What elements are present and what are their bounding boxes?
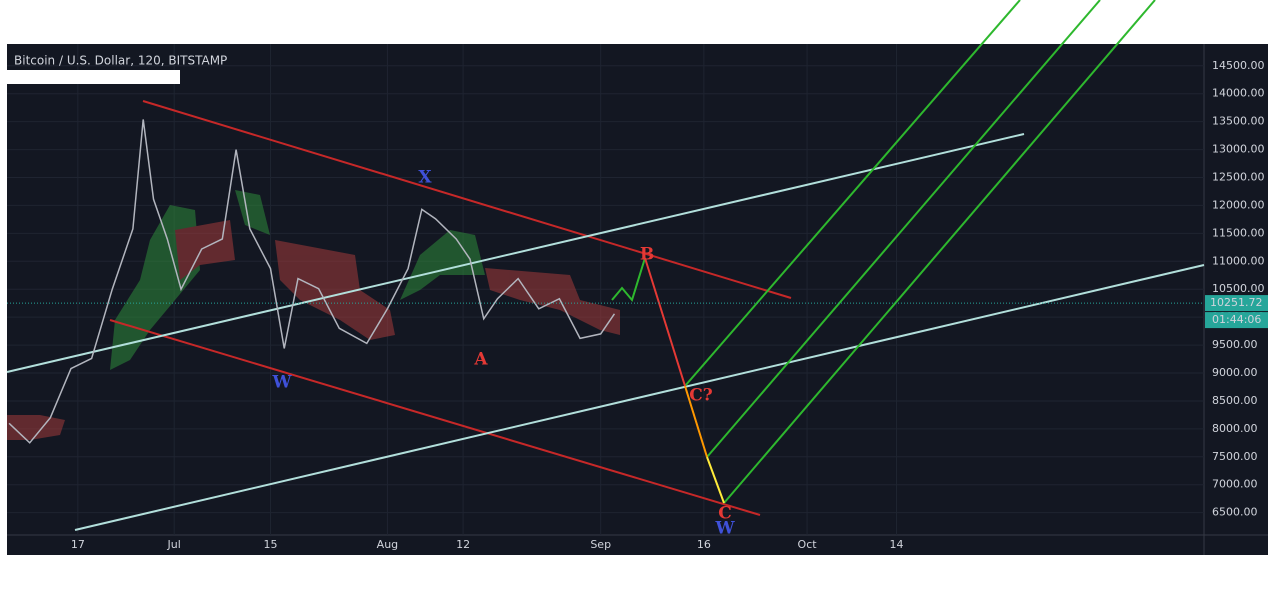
last-price-label: 10251.72 (1210, 296, 1263, 309)
wave-label: W (271, 373, 292, 393)
wave-label: C? (689, 386, 713, 406)
projection-line (706, 456, 725, 504)
trend-line (109, 319, 761, 516)
y-tick-label: 9000.00 (1212, 366, 1258, 379)
x-tick-label: 14 (889, 538, 903, 551)
wave-label: X (418, 168, 432, 188)
legend-box (7, 70, 180, 84)
y-tick-label: 11000.00 (1212, 254, 1265, 267)
y-tick-label: 10500.00 (1212, 282, 1265, 295)
projection-line (644, 257, 686, 387)
y-tick-label: 8500.00 (1212, 394, 1258, 407)
y-tick-label: 7500.00 (1212, 450, 1258, 463)
y-tick-label: 7000.00 (1212, 478, 1258, 491)
channel-line (684, 0, 1021, 387)
trend-line (6, 133, 1025, 373)
projection-line (611, 257, 646, 303)
y-tick-label: 13000.00 (1212, 143, 1265, 156)
y-tick-label: 12500.00 (1212, 171, 1265, 184)
countdown-badge (1205, 312, 1268, 329)
x-tick-label: Sep (590, 538, 611, 551)
y-tick-label: 12000.00 (1212, 198, 1265, 211)
wave-label: C (718, 504, 732, 524)
x-tick-label: 15 (263, 538, 277, 551)
x-tick-label: 16 (697, 538, 711, 551)
channel-line (706, 0, 1101, 458)
ichimoku-cloud (7, 190, 620, 440)
trend-line (142, 100, 792, 299)
y-tick-label: 8000.00 (1212, 422, 1258, 435)
y-tick-label: 6500.00 (1212, 506, 1258, 519)
projection-line (684, 385, 708, 458)
trend-line (74, 264, 1205, 531)
price-line (8, 119, 616, 444)
x-tick-label: Jul (167, 538, 181, 551)
channel-line (723, 0, 1156, 504)
y-tick-label: 9500.00 (1212, 338, 1258, 351)
chart-title: Bitcoin / U.S. Dollar, 120, BITSTAMP (14, 54, 227, 68)
last-price-badge (1205, 295, 1268, 312)
countdown-label: 01:44:06 (1212, 313, 1261, 326)
y-tick-label: 11500.00 (1212, 226, 1265, 239)
plot (7, 119, 1204, 444)
y-tick-label: 14000.00 (1212, 87, 1265, 100)
wave-label: W (714, 519, 735, 539)
wave-label: A (473, 350, 488, 370)
x-tick-label: 17 (71, 538, 85, 551)
y-tick-label: 13500.00 (1212, 115, 1265, 128)
x-tick-label: Oct (798, 538, 818, 551)
y-tick-label: 14500.00 (1212, 59, 1265, 72)
wave-label: B (640, 245, 654, 265)
x-tick-label: Aug (377, 538, 398, 551)
x-tick-label: 12 (456, 538, 470, 551)
